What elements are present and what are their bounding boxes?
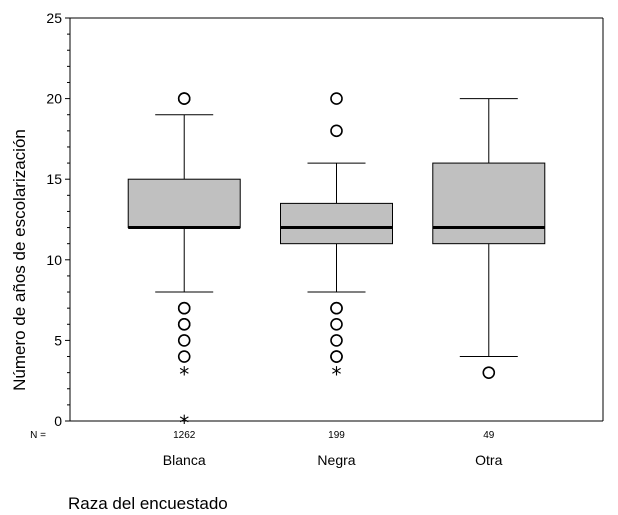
y-axis-label: Número de años de escolarización: [10, 129, 29, 391]
extreme-point: *: [332, 363, 342, 387]
outlier-point: [177, 301, 191, 315]
y-tick-label: 15: [46, 171, 62, 187]
n-count-label: 1262: [173, 430, 196, 441]
outlier-point: [177, 334, 191, 347]
y-tick-label: 25: [46, 10, 62, 26]
x-axis-label: Raza del encuestado: [68, 494, 228, 513]
outlier-point: [330, 92, 343, 105]
y-tick-label: 20: [46, 91, 62, 107]
outlier-point: [330, 124, 343, 138]
extreme-point: *: [179, 363, 189, 387]
extreme-point: *: [179, 411, 189, 435]
x-tick-label: Otra: [475, 452, 502, 468]
n-prefix-label: N =: [30, 430, 46, 441]
outlier-point: [330, 350, 343, 363]
outlier-point: [177, 317, 191, 331]
box-iqr: [432, 162, 546, 245]
outlier-point: [330, 334, 343, 347]
x-tick-label: Negra: [317, 452, 355, 468]
y-tick-label: 10: [46, 252, 62, 268]
outlier-point: [177, 350, 191, 363]
y-tick-label: 0: [54, 413, 62, 429]
box-iqr: [280, 202, 393, 245]
x-tick-label: Blanca: [163, 452, 206, 468]
y-tick-label: 5: [54, 332, 62, 348]
outlier-point: [177, 92, 191, 105]
box-iqr: [127, 178, 241, 229]
outlier-point: [482, 366, 496, 379]
n-count-label: 199: [328, 430, 345, 441]
outlier-point: [330, 317, 343, 331]
outlier-point: [330, 301, 343, 315]
n-count-label: 49: [483, 430, 495, 441]
